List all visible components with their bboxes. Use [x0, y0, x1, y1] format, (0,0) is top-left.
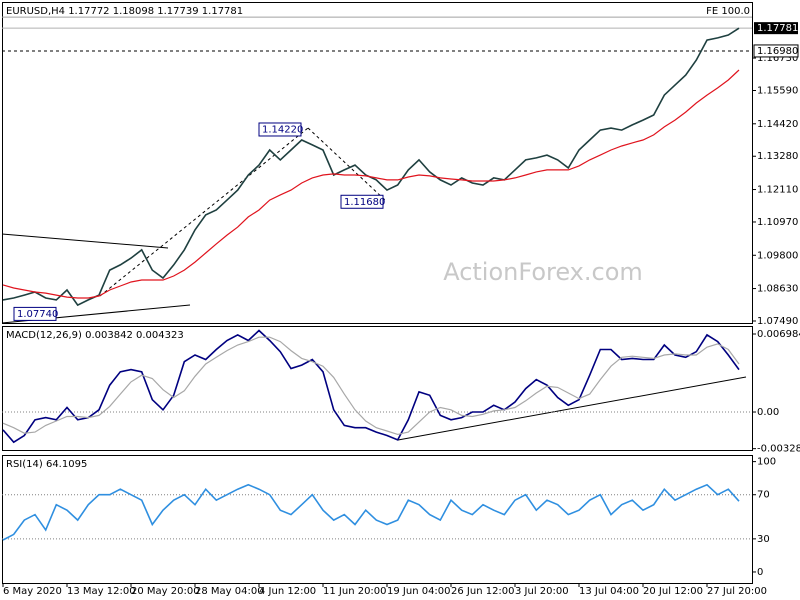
- y-tick-label: 0.00: [757, 407, 779, 418]
- last-price-label: 1.17781: [757, 23, 798, 34]
- fe-label: FE 100.0: [706, 6, 750, 17]
- macd-trend-line: [397, 376, 747, 441]
- last-price-box: [754, 22, 798, 35]
- y-tick-label: 30: [757, 534, 770, 545]
- series-line: [2, 336, 740, 436]
- price-panel-frame: [2, 2, 753, 324]
- rsi-panel-frame: [2, 455, 753, 584]
- x-tick-label: 20 May 20:00: [131, 586, 200, 597]
- series-line: [2, 329, 740, 444]
- x-tick-label: 4 Jun 12:00: [259, 586, 316, 597]
- annotation-box: [13, 306, 57, 321]
- annotation-label: 1.11680: [344, 197, 385, 208]
- y-tick-label: 1.15590: [757, 86, 798, 97]
- x-tick-label: 26 Jun 12:00: [451, 586, 515, 597]
- series-line: [2, 69, 740, 299]
- annotation-box: [258, 122, 302, 137]
- x-tick-label: 3 Jul 20:00: [515, 586, 569, 597]
- y-tick-label: 1.08630: [757, 284, 798, 295]
- panel-title: EURUSD,H4 1.17772 1.18098 1.17739 1.1778…: [6, 6, 243, 17]
- macd-panel-frame: [2, 326, 753, 451]
- y-tick-label: 0.006984: [757, 329, 800, 340]
- panel-title: RSI(14) 64.1095: [6, 459, 87, 470]
- y-tick-label: 70: [757, 490, 770, 501]
- annotation-label: 1.14220: [262, 124, 303, 135]
- series-line: [2, 483, 740, 541]
- y-tick-label: 1.10970: [757, 217, 798, 228]
- x-tick-label: 28 May 04:00: [195, 586, 264, 597]
- annotation-label: 1.07740: [17, 309, 58, 320]
- annotation-box: [340, 194, 384, 209]
- y-tick-label: 1.12110: [757, 185, 798, 196]
- x-tick-label: 20 Jul 12:00: [643, 586, 703, 597]
- y-tick-label: 1.13280: [757, 151, 798, 162]
- x-tick-label: 13 May 12:00: [67, 586, 136, 597]
- trend-line: [1, 233, 169, 249]
- y-tick-label: 1.09800: [757, 250, 798, 261]
- x-tick-label: 6 May 2020: [3, 586, 62, 597]
- y-tick-label: 0: [757, 567, 763, 578]
- watermark: ActionForex.com: [443, 258, 643, 286]
- y-tick-label: 1.07490: [757, 316, 798, 327]
- y-tick-label: 1.16730: [757, 53, 798, 64]
- x-tick-label: 11 Jun 20:00: [323, 586, 387, 597]
- y-tick-label: 100: [757, 457, 776, 468]
- level-label: 1.16980: [757, 46, 798, 57]
- level-box: [753, 44, 799, 58]
- x-tick-label: 27 Jul 20:00: [707, 586, 767, 597]
- y-tick-label: -0.00328: [757, 444, 800, 455]
- x-tick-label: 19 Jun 04:00: [387, 586, 451, 597]
- y-tick-label: 1.14420: [757, 119, 798, 130]
- panel-title: MACD(12,26,9) 0.003842 0.004323: [6, 330, 184, 341]
- x-tick-label: 13 Jul 04:00: [579, 586, 639, 597]
- fibo-line: [99, 127, 309, 297]
